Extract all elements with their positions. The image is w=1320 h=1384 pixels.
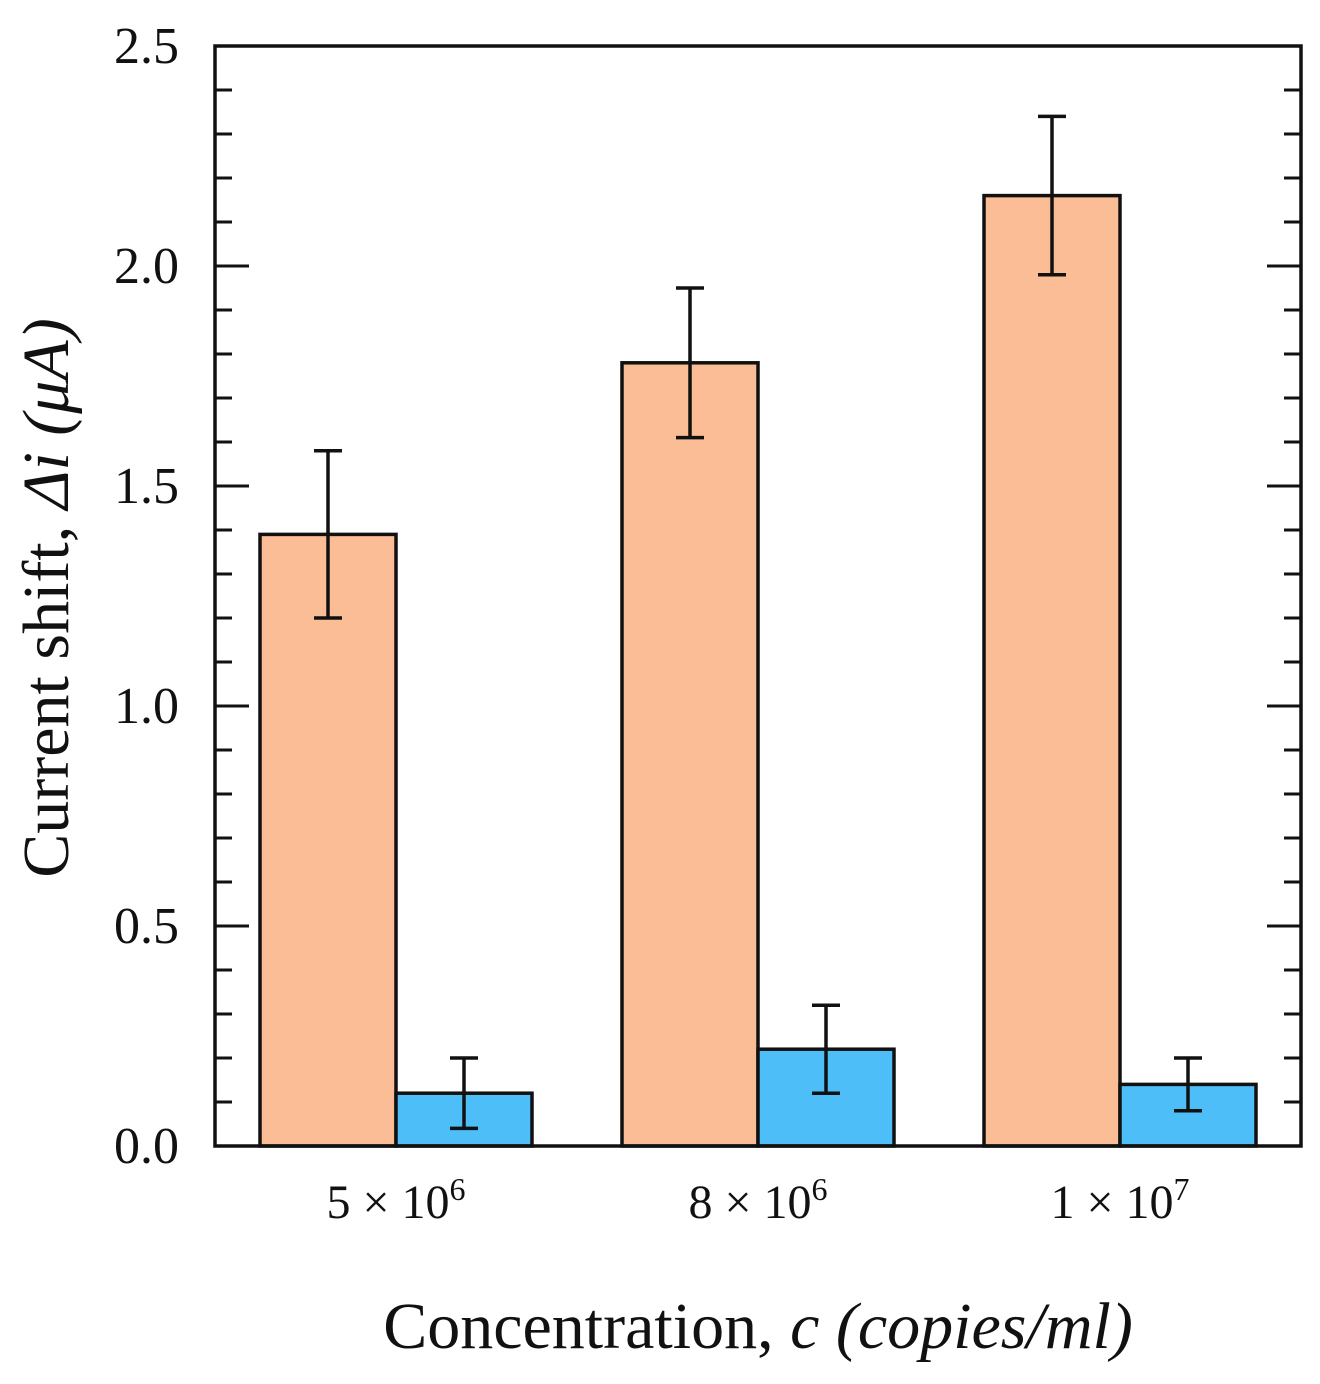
y-tick-label: 2.0 <box>114 238 179 295</box>
y-tick-label: 0.0 <box>114 1118 179 1175</box>
y-tick-label: 2.5 <box>114 18 179 75</box>
bars-group <box>258 193 1258 1148</box>
y-axis-title: Current shift, Δi (μA) <box>10 318 83 877</box>
x-category-label: 1 × 107 <box>1050 1171 1189 1229</box>
bar-series-1-cat-2 <box>620 361 760 1148</box>
y-tick-label: 1.0 <box>114 678 179 735</box>
x-category-label: 5 × 106 <box>326 1171 465 1229</box>
y-tick-labels: 0.0 0.5 1.0 1.5 2.0 2.5 <box>114 18 179 1175</box>
bar-series-1-cat-1 <box>258 532 398 1148</box>
error-bars-group <box>314 114 1202 1131</box>
y-tick-label: 1.5 <box>114 458 179 515</box>
x-category-label: 8 × 106 <box>688 1171 827 1229</box>
x-axis-title: Concentration, c (copies/ml) <box>383 1290 1133 1363</box>
y-tick-label: 0.5 <box>114 898 179 955</box>
x-category-labels: 5 × 106 8 × 106 1 × 107 <box>326 1171 1189 1229</box>
bar-series-1-cat-3 <box>982 193 1122 1148</box>
plot-frame <box>213 44 1303 1148</box>
ticks-group <box>215 44 1301 1148</box>
